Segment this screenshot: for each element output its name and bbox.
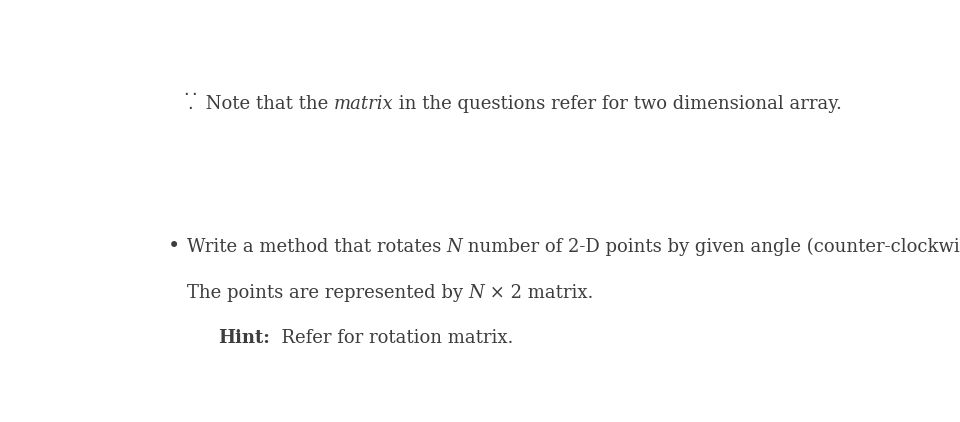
Text: .: . [183,81,189,98]
Text: Note that the: Note that the [200,95,334,113]
Text: Write a method that rotates: Write a method that rotates [186,238,446,256]
Text: N: N [468,284,484,302]
Text: . .
.: . . . [0,421,1,422]
Text: matrix: matrix [334,95,394,113]
Text: N: N [446,238,463,256]
Text: Refer for rotation matrix.: Refer for rotation matrix. [270,329,513,347]
Text: The points are represented by: The points are represented by [186,284,468,302]
Text: •: • [168,236,180,256]
Text: in the questions refer for two dimensional array.: in the questions refer for two dimension… [394,95,842,113]
Text: .: . [187,95,193,113]
Text: × 2 matrix.: × 2 matrix. [484,284,593,302]
Text: Hint:: Hint: [218,329,270,347]
Text: .: . [191,81,197,98]
Text: number of 2-D points by given angle (counter-clockwise).: number of 2-D points by given angle (cou… [463,238,960,256]
